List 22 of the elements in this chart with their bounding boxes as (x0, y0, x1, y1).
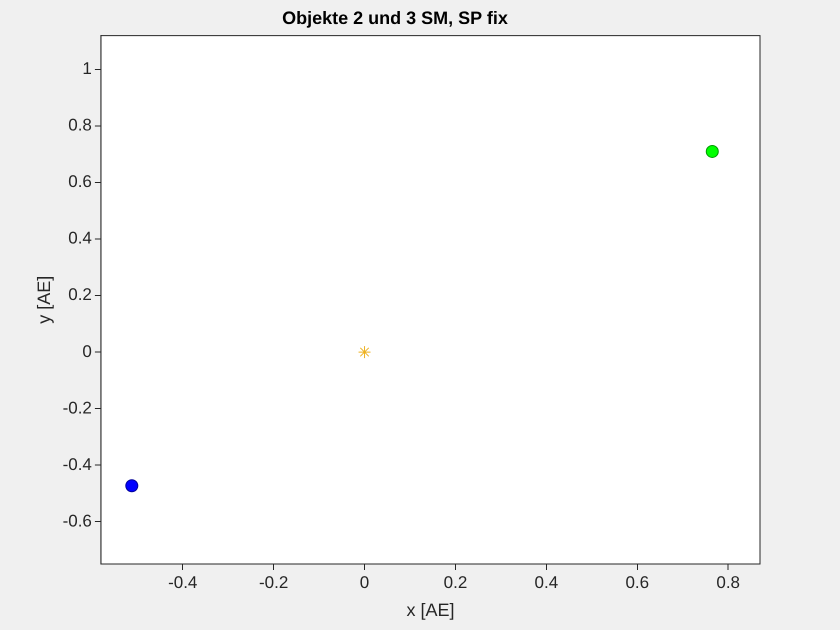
y-tick-label: -0.4 (62, 454, 92, 474)
y-tick-label: 1 (82, 59, 92, 78)
y-tick-label: -0.6 (62, 511, 92, 530)
y-tick-label: 0.2 (68, 285, 92, 304)
point (358, 346, 372, 359)
y-tick-label: -0.2 (62, 398, 92, 418)
x-tick-label: 0.2 (444, 572, 468, 592)
x-tick-label: 0 (360, 572, 370, 592)
y-tick-label: 0.6 (68, 172, 92, 192)
x-tick-label: 0.6 (625, 572, 650, 592)
point (125, 479, 138, 492)
y-axis-title: y [AE] (34, 276, 54, 324)
chart-title: Objekte 2 und 3 SM, SP fix (282, 8, 508, 28)
y-tick-label: 0.8 (68, 116, 92, 135)
x-axis-title: x [AE] (406, 600, 454, 620)
y-tick-label: 0 (82, 342, 92, 361)
y-tick-label: 0.4 (68, 228, 92, 248)
x-tick-label: 0.8 (716, 572, 740, 592)
x-tick-label: -0.4 (168, 572, 198, 592)
x-tick-label: 0.4 (534, 572, 558, 592)
x-tick-label: -0.2 (258, 572, 288, 592)
point (706, 144, 719, 158)
